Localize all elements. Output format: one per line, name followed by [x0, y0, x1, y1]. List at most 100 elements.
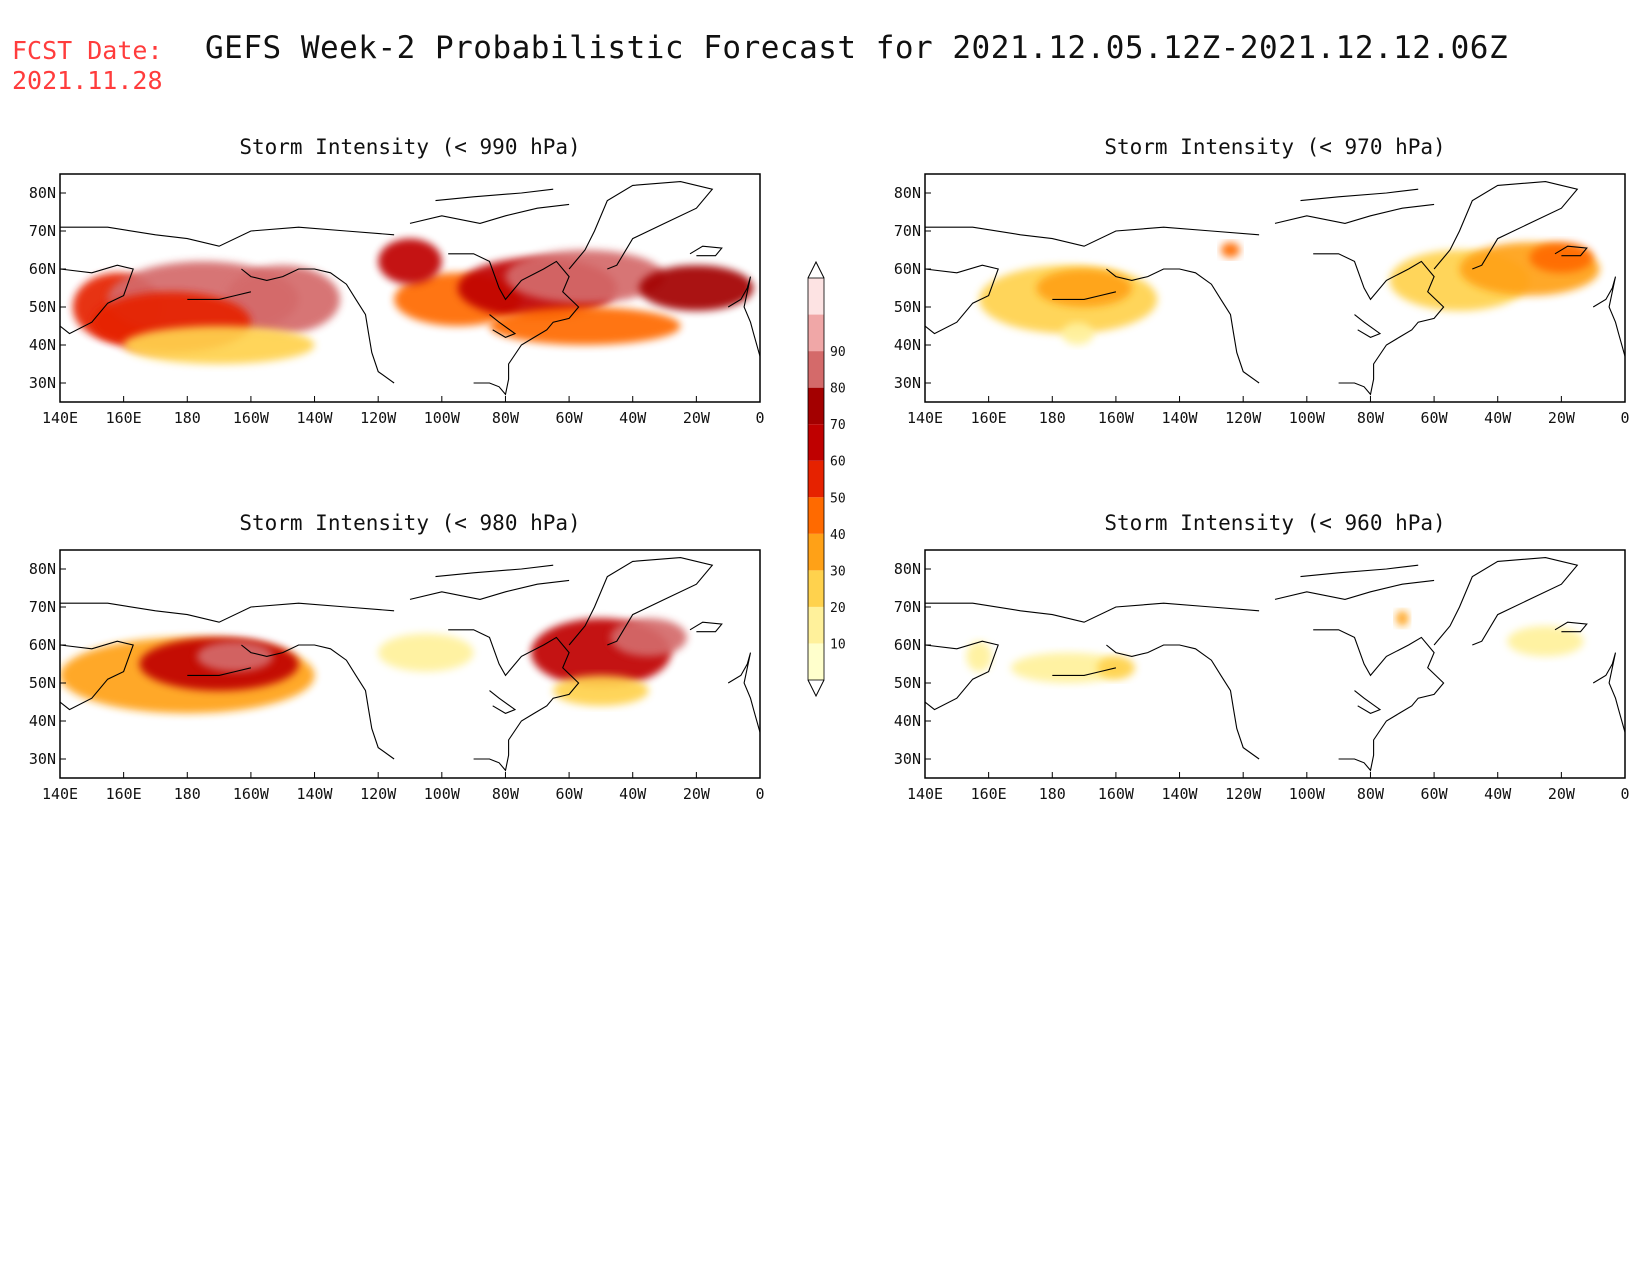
x-tick-label: 180 [174, 785, 201, 803]
x-tick-label: 40W [1484, 785, 1512, 803]
coastline [60, 640, 134, 711]
coastline [568, 181, 714, 270]
x-tick-label: 0 [1620, 409, 1629, 427]
panel-title: Storm Intensity (< 970 hPa) [1104, 135, 1445, 159]
x-tick-label: 140W [296, 785, 333, 803]
colorbar-swatch [808, 424, 824, 461]
y-tick-label: 80N [29, 184, 56, 202]
x-tick-label: 0 [1620, 785, 1629, 803]
colorbar-frame [807, 277, 825, 681]
y-tick-label: 70N [894, 222, 921, 240]
coastline [1433, 557, 1579, 646]
coastline [689, 245, 723, 257]
y-tick-label: 40N [29, 336, 56, 354]
probability-area [123, 326, 315, 364]
x-tick-label: 120W [1225, 409, 1262, 427]
coastline [1300, 564, 1419, 578]
y-tick-label: 60N [29, 636, 56, 654]
x-tick-label: 40W [619, 409, 647, 427]
x-tick-label: 140E [42, 409, 78, 427]
x-tick-label: 80W [492, 785, 520, 803]
x-tick-label: 140W [1161, 785, 1198, 803]
coastline [1106, 644, 1260, 760]
probability-area [966, 641, 992, 672]
map-frame [924, 173, 1626, 403]
probability-area [505, 250, 665, 304]
x-tick-label: 120W [360, 785, 397, 803]
colorbar-label: 30 [830, 564, 846, 579]
coastline [727, 276, 760, 357]
probability-area [1529, 242, 1594, 273]
y-tick-label: 30N [29, 374, 56, 392]
map-panel-2: Storm Intensity (< 970 hPa) 140E 160E 180 16… [894, 135, 1630, 427]
coastline [568, 557, 714, 646]
y-tick-label: 60N [29, 260, 56, 278]
x-tick-label: 20W [1548, 409, 1576, 427]
coastline [448, 629, 580, 772]
coastlines [925, 557, 1625, 772]
x-tick-label: 160W [233, 785, 270, 803]
probability-area [489, 307, 681, 345]
x-tick-label: 80W [1357, 409, 1385, 427]
colorbar-swatch [808, 278, 824, 315]
colorbar-swatch [808, 387, 824, 425]
y-tick-label: 30N [894, 750, 921, 768]
y-tick-label: 50N [894, 298, 921, 316]
y-tick-label: 40N [894, 712, 921, 730]
forecast-date-block: FCST Date: 2021.11.28 [12, 36, 163, 96]
x-tick-label: 120W [1225, 785, 1262, 803]
panel-title: Storm Intensity (< 980 hPa) [239, 511, 580, 535]
y-tick-label: 30N [894, 374, 921, 392]
x-tick-label: 80W [1357, 785, 1385, 803]
map-panel-1: Storm Intensity (< 990 hPa) 140E 160E 180 16… [29, 135, 765, 427]
probability-area [1036, 269, 1132, 307]
y-tick-label: 80N [894, 560, 921, 578]
coastline [435, 188, 554, 202]
coastline [727, 652, 760, 733]
colorbar-label: 40 [830, 528, 846, 543]
colorbar-label: 90 [830, 345, 846, 360]
probability-area [196, 641, 274, 672]
x-tick-label: 40W [619, 785, 647, 803]
x-tick-label: 80W [492, 409, 520, 427]
colorbar-label: 10 [830, 637, 846, 652]
coastline [1274, 579, 1435, 600]
probability-field [60, 618, 687, 714]
map-panel-3: Storm Intensity (< 980 hPa) 140E 160E 180 16… [29, 511, 765, 803]
y-tick-label: 40N [894, 336, 921, 354]
x-tick-label: 180 [1039, 409, 1066, 427]
probability-area [1220, 242, 1241, 258]
y-tick-label: 60N [894, 636, 921, 654]
x-tick-label: 100W [1289, 409, 1326, 427]
coastline [1313, 253, 1445, 396]
coastline [1052, 291, 1117, 300]
x-tick-label: 20W [683, 785, 711, 803]
x-tick-label: 140E [907, 785, 943, 803]
coastline [925, 602, 1260, 623]
coastline [1554, 245, 1588, 257]
probability-area [1395, 610, 1409, 627]
colorbar-label: 70 [830, 418, 846, 433]
forecast-date-label: FCST Date: [12, 36, 163, 65]
x-tick-label: 140E [907, 409, 943, 427]
x-tick-label: 140W [1161, 409, 1198, 427]
coastline [925, 264, 999, 335]
x-tick-label: 180 [174, 409, 201, 427]
colorbar-swatch [808, 351, 824, 388]
probability-area [378, 633, 474, 672]
colorbar-swatch [808, 460, 824, 498]
probability-field [72, 238, 754, 364]
probability-area [1096, 656, 1135, 680]
coastline [1554, 621, 1588, 633]
probability-area [639, 265, 754, 311]
x-tick-label: 60W [1421, 785, 1449, 803]
coastline [60, 226, 395, 247]
coastline [1052, 667, 1117, 676]
colorbar-label: 80 [830, 382, 846, 397]
probability-area [225, 265, 340, 334]
panel-title: Storm Intensity (< 960 hPa) [1104, 511, 1445, 535]
y-tick-label: 60N [894, 260, 921, 278]
coastline [1300, 188, 1419, 202]
x-tick-label: 100W [424, 409, 461, 427]
